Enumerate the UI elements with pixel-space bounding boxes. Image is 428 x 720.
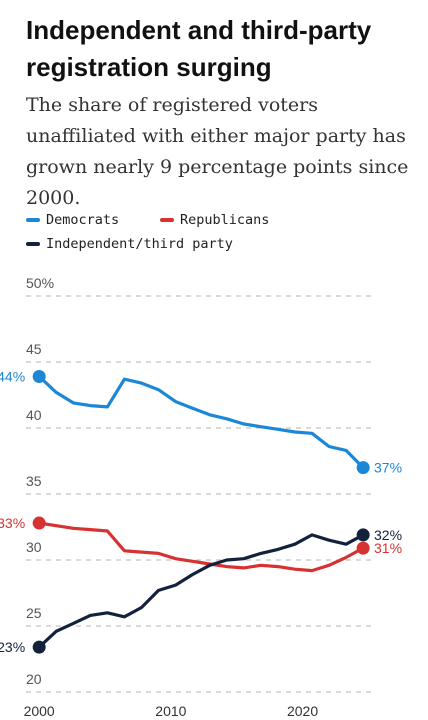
legend-label-independent: Independent/third party xyxy=(46,236,233,252)
end-label-democrats: 37% xyxy=(374,460,402,476)
end-point-republicans xyxy=(356,541,370,555)
series-line-republicans xyxy=(37,521,365,573)
end-label-independent-third-party: 32% xyxy=(374,527,402,543)
x-tick-label: 2020 xyxy=(287,703,318,719)
y-tick-label: 30 xyxy=(26,539,42,555)
x-tick-label: 2010 xyxy=(155,703,186,719)
y-tick-label: 45 xyxy=(26,341,42,357)
series-line-independent-third-party xyxy=(37,533,365,649)
start-label-democrats: 44% xyxy=(0,369,25,385)
legend-item-independent: Independent/third party xyxy=(26,236,233,252)
y-tick-label: 25 xyxy=(26,605,42,621)
x-tick-label: 2000 xyxy=(24,703,55,719)
line-chart: 20 25 30 35 40 45 50% 2000 2010 2020 44% 37% 33% 31% 2… xyxy=(0,275,402,719)
legend-swatch-independent xyxy=(26,242,40,246)
y-tick-label: 50% xyxy=(26,275,54,291)
legend-item-democrats: Democrats xyxy=(26,212,119,228)
y-tick-label: 20 xyxy=(26,671,42,687)
start-label-republicans: 33% xyxy=(0,515,25,531)
y-tick-label: 35 xyxy=(26,473,42,489)
start-label-independent-third-party: 23% xyxy=(0,639,25,655)
end-point-democrats xyxy=(356,461,370,475)
chart-subtitle: The share of registered voters unaffilia… xyxy=(26,94,409,209)
start-point-independent-third-party xyxy=(32,640,46,654)
start-point-democrats xyxy=(32,370,46,384)
legend-label-democrats: Democrats xyxy=(46,212,120,228)
legend: Democrats Republicans Independent/third … xyxy=(26,212,426,262)
start-point-republicans xyxy=(32,516,46,530)
end-point-independent-third-party xyxy=(356,528,370,542)
legend-item-republicans: Republicans xyxy=(160,212,269,228)
legend-label-republicans: Republicans xyxy=(180,212,270,228)
series-line-democrats xyxy=(37,374,365,470)
end-label-republicans: 31% xyxy=(374,540,402,556)
y-tick-label: 40 xyxy=(26,407,42,423)
legend-swatch-democrats xyxy=(26,218,40,222)
legend-swatch-republicans xyxy=(160,218,174,222)
chart-title: Independent and third-party registration… xyxy=(26,15,372,82)
